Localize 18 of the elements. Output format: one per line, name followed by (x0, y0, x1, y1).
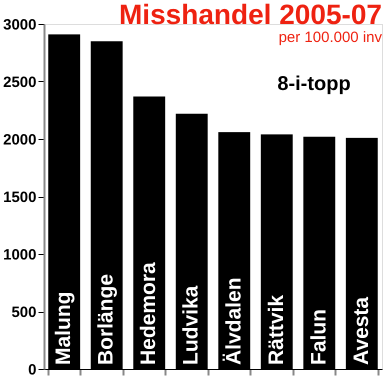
y-tick-label: 1500 (3, 189, 36, 206)
chart-title: Misshandel 2005-07 (118, 0, 382, 30)
x-tick-label: Ludvika (180, 285, 203, 365)
x-tick-label: Falun (307, 309, 330, 365)
y-tick-label: 2000 (3, 132, 36, 148)
y-tick-label: 3000 (3, 16, 36, 34)
x-tick-label: Malung (52, 292, 76, 365)
y-tick-label: 2500 (3, 74, 36, 91)
y-tick-label: 500 (11, 304, 36, 321)
x-tick-label: Avesta (350, 296, 373, 365)
x-tick-label: Rättvik (264, 294, 288, 365)
y-tick-label: 1000 (3, 246, 36, 264)
chart-subtitle: per 100.000 inv (278, 29, 382, 46)
x-tick-label: Borlänge (94, 274, 118, 365)
annotation: 8-i-topp (277, 73, 351, 95)
x-tick-label: Hedemora (137, 262, 160, 365)
y-tick-label: 0 (28, 362, 36, 378)
x-tick-label: Älvdalen (222, 277, 246, 365)
